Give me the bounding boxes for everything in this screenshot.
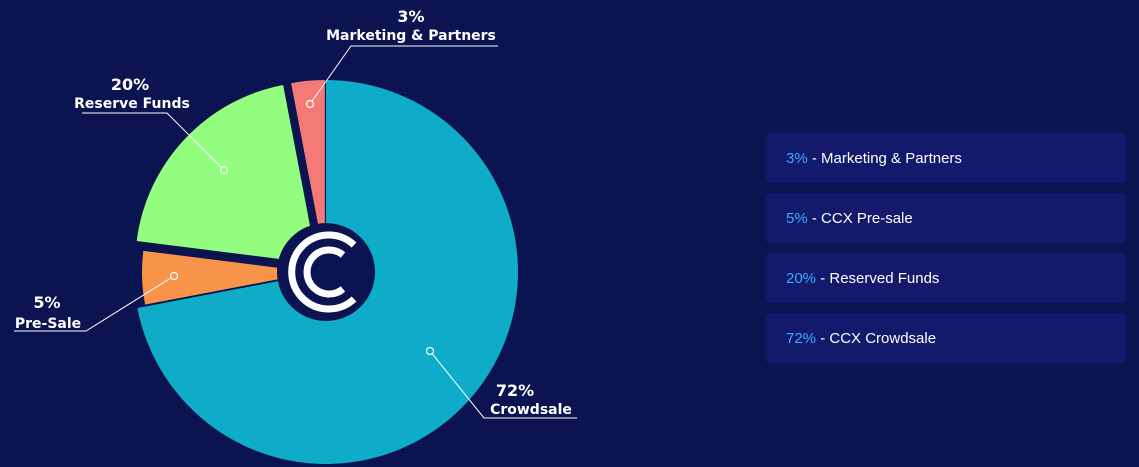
pie-slice-presale [142, 250, 315, 305]
callout-dot-marketing [305, 99, 315, 109]
legend: 3% - Marketing & Partners 5% - CCX Pre-s… [766, 133, 1126, 373]
callout-line-presale [14, 275, 175, 332]
callout-dot-reserve [219, 165, 229, 175]
legend-item-label: CCX Pre-sale [821, 209, 913, 227]
legend-item-label: CCX Crowdsale [829, 329, 937, 347]
logo-inner-c-icon [303, 246, 346, 298]
callout-pct-presale: 5% [33, 293, 60, 312]
legend-item-pct: 72% [786, 329, 817, 347]
legend-item-pct: 20% [786, 269, 817, 287]
legend-item-marketing: 3% - Marketing & Partners [766, 133, 1126, 183]
callout-line-crowdsale [429, 350, 577, 419]
callout-pct-crowdsale: 72% [496, 381, 534, 400]
legend-item-separator: - [816, 329, 830, 347]
legend-item-pct: 5% [786, 209, 808, 227]
legend-item-label: Reserved Funds [829, 269, 940, 287]
legend-item-label: Marketing & Partners [821, 149, 962, 167]
callout-dot-crowdsale [425, 346, 435, 356]
pie-slice-marketing [291, 80, 325, 261]
pie-slice-reserve [136, 85, 318, 264]
legend-item-presale: 5% - CCX Pre-sale [766, 193, 1126, 243]
legend-item-separator: - [816, 269, 830, 287]
callout-label-reserve: Reserve Funds [74, 96, 190, 112]
legend-item-reserved: 20% - Reserved Funds [766, 253, 1126, 303]
logo-outer-c-icon [288, 231, 357, 313]
callout-dot-presale [169, 271, 179, 281]
callout-line-reserve [82, 112, 225, 171]
callout-label-marketing: Marketing & Partners [326, 28, 496, 44]
logo [277, 223, 375, 321]
legend-item-separator: - [807, 209, 822, 227]
legend-item-crowdsale: 72% - CCX Crowdsale [766, 313, 1126, 363]
callout-pct-marketing: 3% [397, 7, 424, 26]
callout-label-presale: Pre-Sale [15, 316, 81, 332]
callout-pct-reserve: 20% [111, 75, 149, 94]
callout-label-crowdsale: Crowdsale [490, 402, 572, 418]
callout-line-marketing [309, 45, 498, 105]
legend-item-separator: - [807, 149, 822, 167]
legend-item-pct: 3% [786, 149, 808, 167]
